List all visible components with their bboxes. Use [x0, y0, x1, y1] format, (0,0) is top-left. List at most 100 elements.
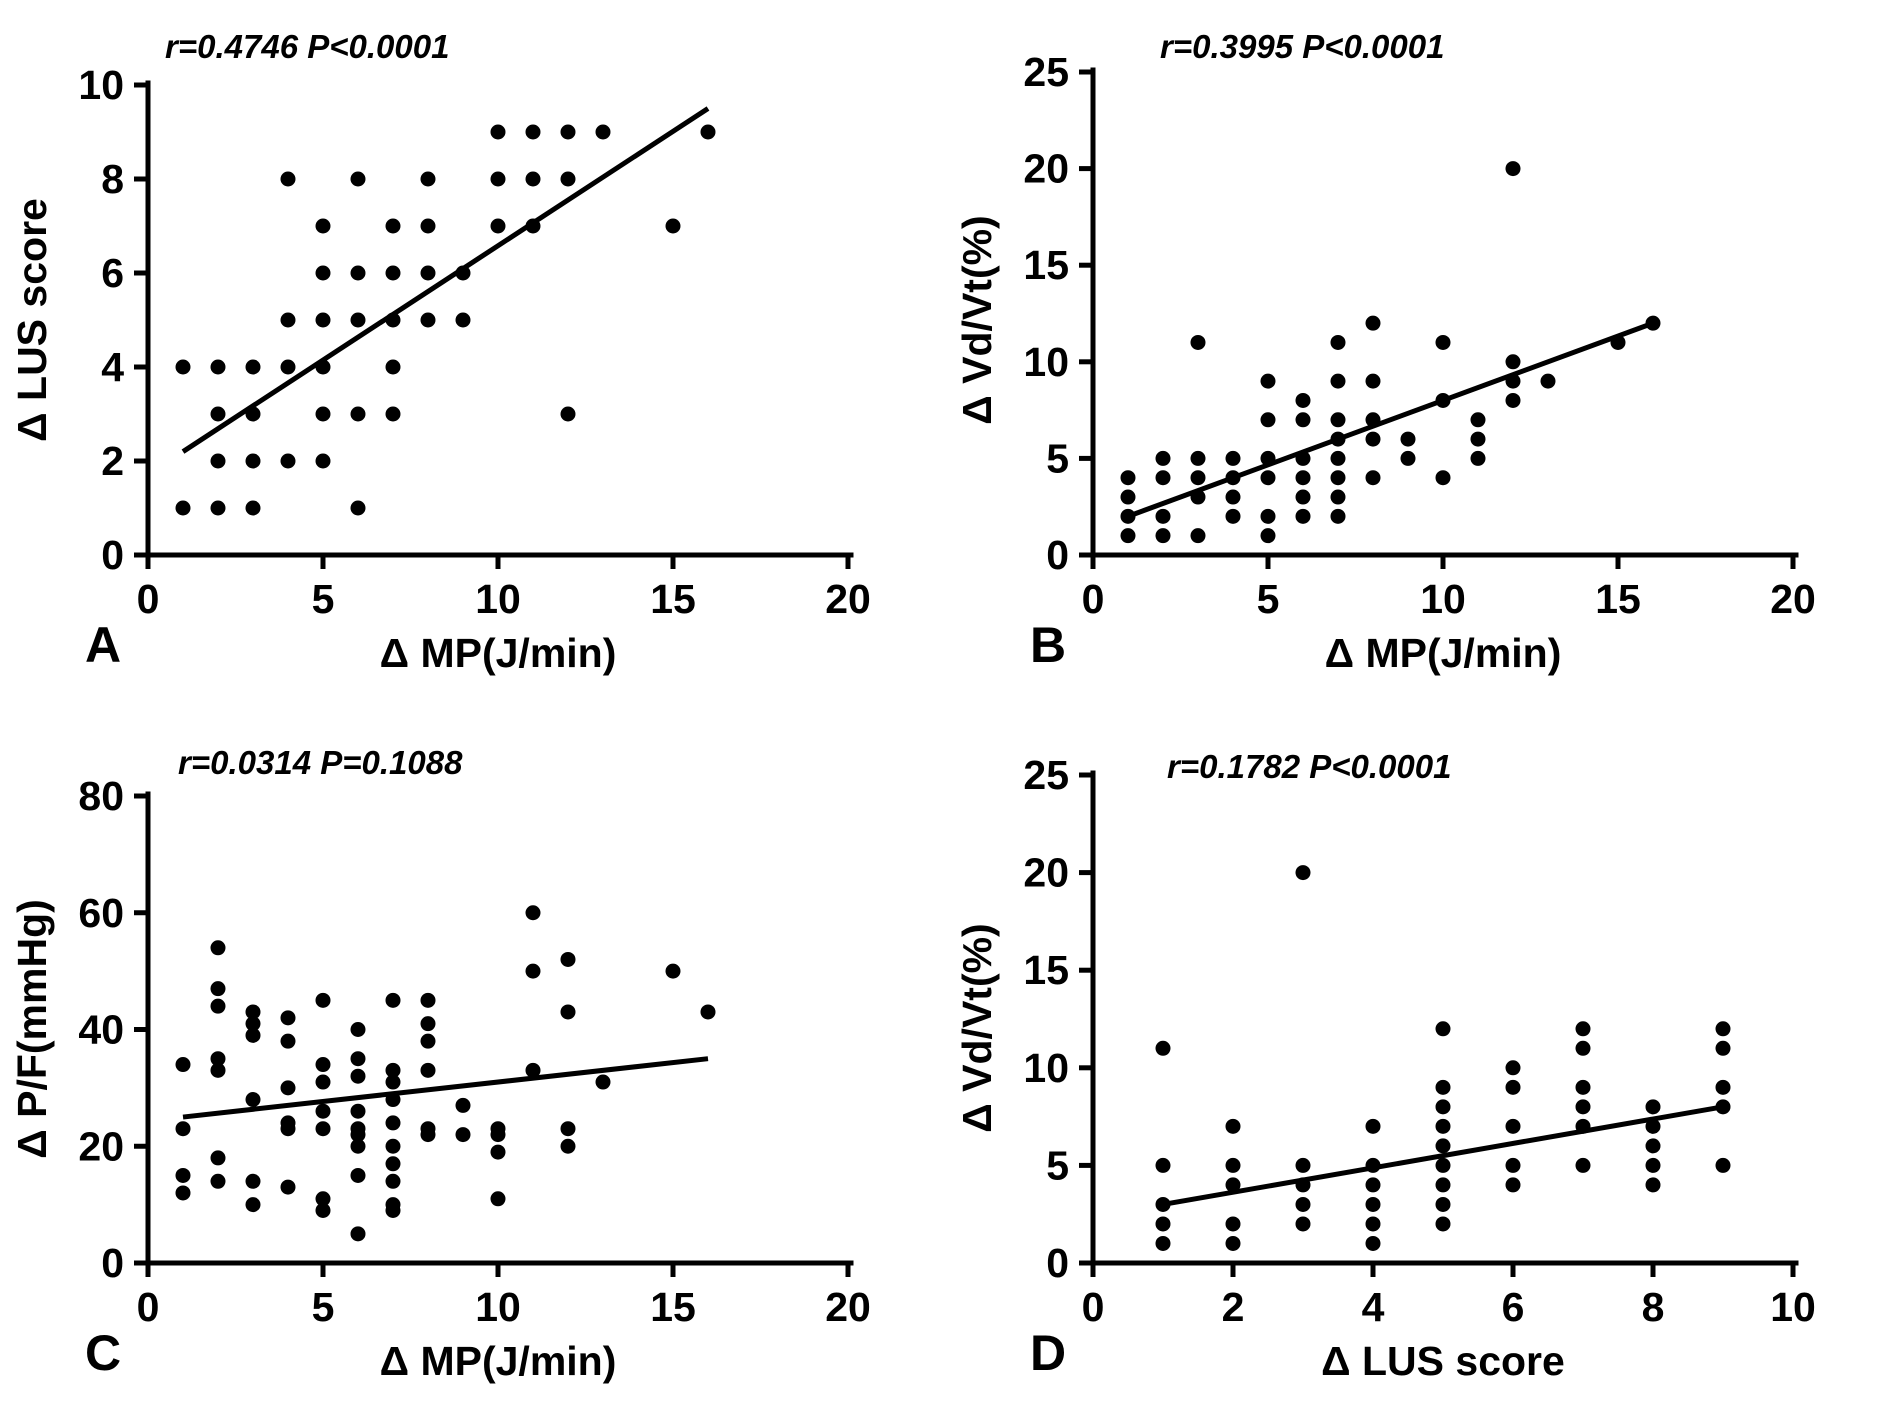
data-point	[1575, 1021, 1591, 1037]
data-point	[1435, 1099, 1451, 1115]
data-point	[175, 1167, 191, 1183]
data-point	[1225, 1177, 1241, 1193]
data-point	[1435, 1157, 1451, 1173]
data-point	[1225, 489, 1241, 505]
data-point	[1470, 412, 1486, 428]
data-point	[1365, 315, 1381, 331]
data-point	[1470, 450, 1486, 466]
data-point	[560, 406, 576, 422]
y-tick-label: 0	[101, 532, 124, 578]
data-point	[315, 992, 331, 1008]
data-point	[490, 1127, 506, 1143]
data-point	[560, 1121, 576, 1137]
data-point	[1295, 412, 1311, 428]
data-point	[385, 1092, 401, 1108]
x-tick-label: 10	[1770, 1284, 1816, 1330]
data-point	[525, 905, 541, 921]
data-point	[1120, 470, 1136, 486]
y-tick-label: 40	[78, 1007, 124, 1053]
data-point	[700, 1004, 716, 1020]
x-axis-label: Δ MP(J/min)	[380, 1338, 617, 1384]
y-tick-label: 5	[1046, 435, 1069, 481]
data-point	[455, 312, 471, 328]
data-point	[1575, 1118, 1591, 1134]
data-point	[1330, 431, 1346, 447]
y-tick-label: 0	[1046, 532, 1069, 578]
data-point	[385, 1173, 401, 1189]
data-point	[385, 312, 401, 328]
data-point	[1120, 528, 1136, 544]
data-point	[1365, 1196, 1381, 1212]
data-point	[1225, 1157, 1241, 1173]
data-point	[210, 981, 226, 997]
data-point	[525, 124, 541, 140]
data-point	[315, 265, 331, 281]
data-point	[350, 1226, 366, 1242]
data-point	[1155, 1196, 1171, 1212]
data-point	[1505, 1157, 1521, 1173]
data-point	[1715, 1079, 1731, 1095]
data-point	[1505, 373, 1521, 389]
data-point	[210, 359, 226, 375]
data-point	[385, 1074, 401, 1090]
y-tick-label: 20	[1023, 146, 1069, 192]
data-points-B	[1120, 161, 1661, 544]
data-point	[315, 1074, 331, 1090]
data-point	[1225, 470, 1241, 486]
data-point	[1435, 1021, 1451, 1037]
y-tick-label: 0	[101, 1240, 124, 1286]
data-point	[210, 940, 226, 956]
scatter-plot-A: 0 2 4 6 8 10 0 5 10 15 20 r=0.4746 P<0.0001 Δ MP(J…	[9, 28, 871, 676]
data-point	[525, 218, 541, 234]
data-point	[1190, 489, 1206, 505]
data-point	[350, 265, 366, 281]
data-point	[1715, 1040, 1731, 1056]
data-point	[525, 171, 541, 187]
data-point	[245, 1004, 261, 1020]
data-point	[1260, 470, 1276, 486]
x-tick-label: 4	[1362, 1284, 1385, 1330]
y-tick-label: 10	[1023, 339, 1069, 385]
data-point	[420, 218, 436, 234]
x-tick-label: 2	[1222, 1284, 1245, 1330]
panel-title: r=0.0314 P=0.1088	[178, 744, 463, 781]
data-point	[1435, 1196, 1451, 1212]
data-point	[1365, 373, 1381, 389]
panel-title: r=0.1782 P<0.0001	[1167, 748, 1451, 785]
data-point	[1715, 1021, 1731, 1037]
data-point	[1225, 1216, 1241, 1232]
data-point	[1155, 1040, 1171, 1056]
panel-A: 0 2 4 6 8 10 0 5 10 15 20 r=0.4746 P<0.0001 Δ MP(J…	[0, 0, 945, 708]
data-point	[350, 406, 366, 422]
y-tick-label: 2	[101, 438, 124, 484]
x-tick-label: 20	[825, 576, 871, 622]
x-tick-label: 10	[475, 576, 521, 622]
data-point	[1225, 508, 1241, 524]
x-tick-label: 5	[312, 576, 335, 622]
data-point	[315, 312, 331, 328]
data-point	[420, 1062, 436, 1078]
data-point	[175, 1057, 191, 1073]
data-point	[280, 359, 296, 375]
data-point	[1155, 450, 1171, 466]
data-point	[315, 359, 331, 375]
y-tick-label: 4	[101, 344, 124, 390]
data-point	[1190, 470, 1206, 486]
data-point	[350, 1127, 366, 1143]
y-axis-label: Δ P/F(mmHg)	[9, 899, 55, 1159]
x-tick-label: 0	[137, 576, 160, 622]
data-point	[280, 1121, 296, 1137]
data-point	[175, 1121, 191, 1137]
data-point	[280, 171, 296, 187]
x-tick-label: 10	[1420, 576, 1466, 622]
data-point	[280, 312, 296, 328]
data-point	[350, 312, 366, 328]
y-tick-label: 8	[101, 156, 124, 202]
data-point	[1610, 334, 1626, 350]
data-point	[700, 124, 716, 140]
regression-line-C	[182, 1056, 709, 1120]
y-tick-label: 25	[1023, 752, 1069, 798]
data-point	[385, 1138, 401, 1154]
data-point	[595, 1074, 611, 1090]
data-point	[420, 171, 436, 187]
